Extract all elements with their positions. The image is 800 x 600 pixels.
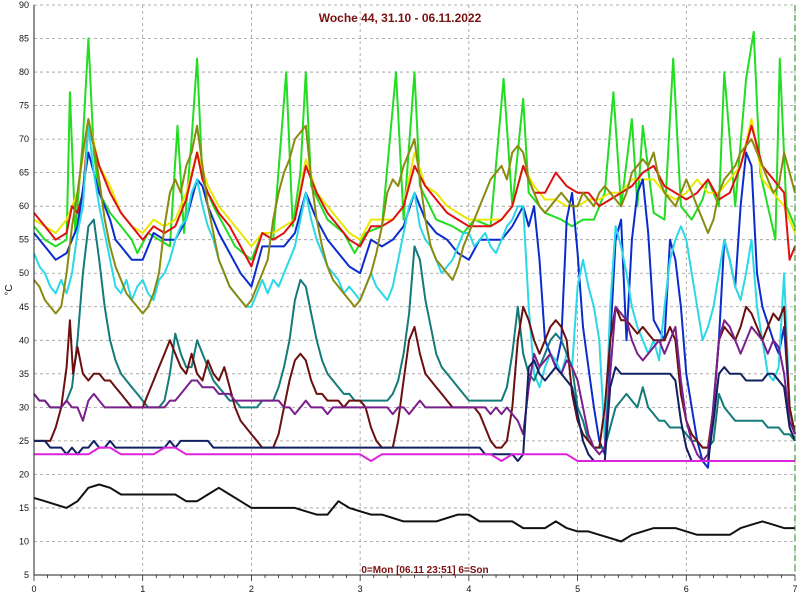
- y-tick-label: 85: [19, 34, 29, 44]
- x-tick-label: 7: [792, 584, 797, 594]
- series-line-4: [33, 124, 796, 442]
- series-line-0: [33, 30, 796, 261]
- y-tick-label: 35: [19, 369, 29, 379]
- y-tick-label: 70: [19, 134, 29, 144]
- y-tick-label: 15: [19, 503, 29, 513]
- y-tick-label: 25: [19, 436, 29, 446]
- x-tick-label: 3: [358, 584, 363, 594]
- x-tick-label: 6: [684, 584, 689, 594]
- y-tick-label: 45: [19, 302, 29, 312]
- series-line-10: [34, 446, 795, 462]
- y-tick-label: 50: [19, 268, 29, 278]
- chart-axes: [33, 5, 796, 581]
- series-line-5: [33, 118, 796, 315]
- x-tick-label: 4: [466, 584, 471, 594]
- series-line-2: [33, 124, 796, 268]
- y-tick-label: 80: [19, 67, 29, 77]
- y-axis-label: °C: [4, 284, 15, 295]
- series-line-6: [33, 218, 796, 449]
- y-tick-label: 55: [19, 235, 29, 245]
- y-tick-label: 40: [19, 335, 29, 345]
- chart-title: Woche 44, 31.10 - 06.11.2022: [319, 11, 482, 25]
- series-line-7: [34, 305, 796, 449]
- y-tick-label: 10: [19, 536, 29, 546]
- y-tick-label: 90: [19, 0, 29, 10]
- y-tick-label: 60: [19, 201, 29, 211]
- x-tick-label: 1: [140, 584, 145, 594]
- y-tick-label: 75: [19, 101, 29, 111]
- y-tick-label: 65: [19, 168, 29, 178]
- y-tick-label: 5: [24, 570, 29, 580]
- y-tick-label: 30: [19, 402, 29, 412]
- y-tick-label: 20: [19, 469, 29, 479]
- x-tick-label: 0: [31, 584, 36, 594]
- series-line-11: [33, 483, 795, 543]
- x-tick-label: 5: [575, 584, 580, 594]
- series-line-8: [33, 305, 796, 462]
- series-line-1: [33, 118, 796, 248]
- series-layer: [33, 30, 796, 543]
- series-line-9: [34, 359, 796, 462]
- x-tick-label: 2: [249, 584, 254, 594]
- chart-footer: 0=Mon [06.11 23:51] 6=Son: [361, 565, 488, 576]
